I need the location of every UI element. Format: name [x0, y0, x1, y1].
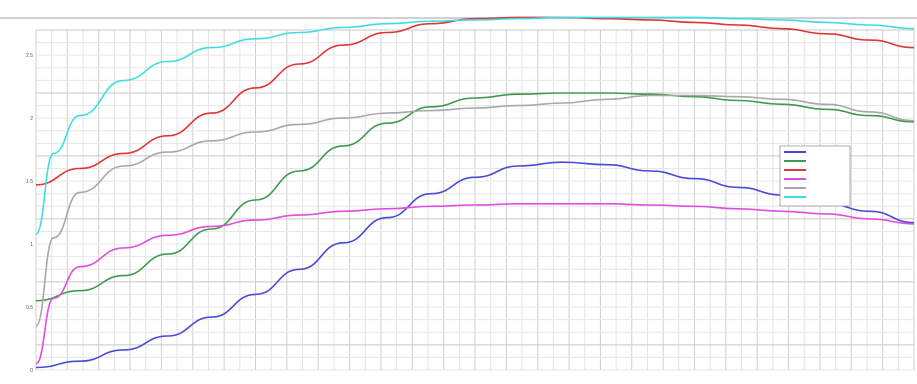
top-rule: [0, 17, 917, 19]
grid: [35, 29, 915, 371]
y-tick-label: 0.5: [26, 305, 33, 311]
series-lines: [35, 16, 915, 369]
axis-ticks: 0 0.5 1 1.5 2 2.5: [26, 53, 33, 374]
y-tick-label: 1.5: [26, 179, 33, 185]
series-line-1: [35, 161, 915, 369]
legend: [779, 145, 851, 207]
series-line-2: [35, 92, 915, 302]
series-line-5: [35, 94, 915, 327]
y-tick-label: 1: [30, 242, 33, 248]
y-tick-label: 0: [30, 368, 33, 374]
y-tick-label: 2: [30, 116, 33, 122]
series-line-4: [35, 203, 915, 365]
series-line-6: [35, 16, 915, 235]
y-tick-label: 2.5: [26, 53, 33, 59]
series-line-3: [35, 16, 915, 186]
